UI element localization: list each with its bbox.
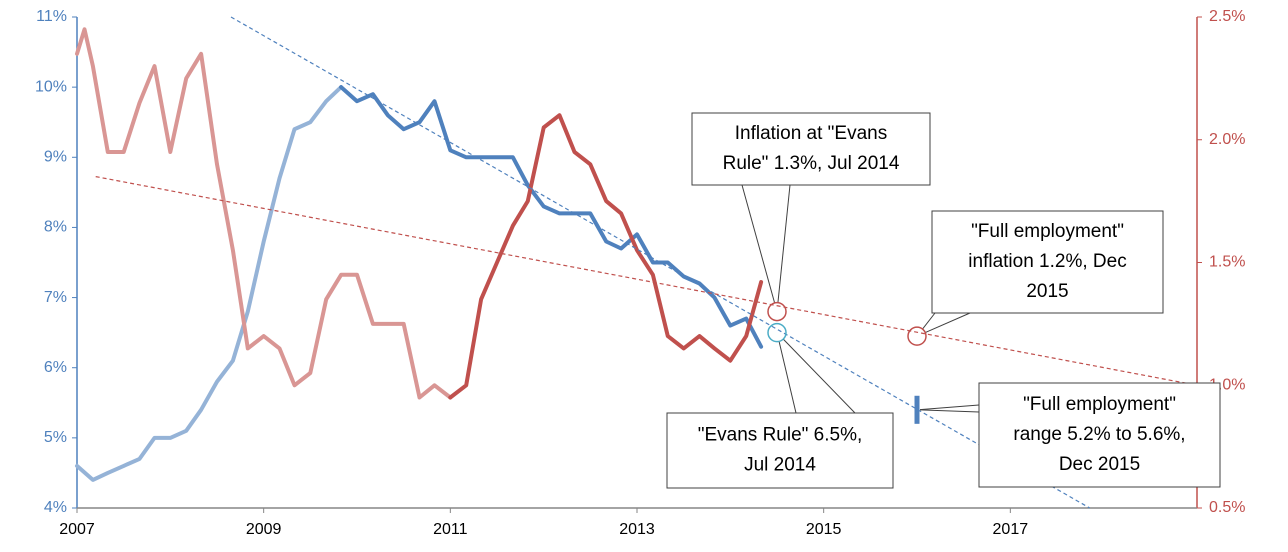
leader-line: [777, 184, 791, 303]
leader-line: [778, 341, 797, 414]
y2-tick-label: 2.5%: [1209, 8, 1245, 25]
callout-text: Inflation at "Evans: [735, 123, 888, 144]
x-tick-label: 2011: [433, 521, 468, 538]
leader-line: [922, 312, 936, 330]
leader-line: [919, 404, 980, 411]
y2-tick-label: 0.5%: [1209, 499, 1245, 516]
callout: Inflation at "Evans Rule" 1.3%, Jul 2014: [691, 112, 931, 304]
callout-text: "Full employment": [1023, 394, 1176, 415]
leader-line: [925, 312, 971, 334]
x-tick-label: 2007: [59, 521, 95, 538]
y2-tick-label: 1.5%: [1209, 254, 1245, 271]
series-line: [75, 85, 344, 482]
callout-text: inflation 1.2%, Dec: [968, 251, 1126, 272]
trend-line: [95, 176, 1198, 386]
x-tick-label: 2017: [993, 521, 1029, 538]
callout-text: Dec 2015: [1059, 454, 1140, 475]
series-line: [448, 113, 764, 400]
annotation-marker: [767, 322, 787, 343]
series-line: [339, 85, 764, 349]
y-tick-label: 4%: [44, 499, 67, 516]
callout: "Full employment" inflation 1.2%, Dec 2015: [922, 210, 1164, 334]
y-tick-label: 7%: [44, 289, 67, 306]
leader-line: [782, 338, 856, 414]
x-tick-label: 2009: [246, 521, 282, 538]
callout-text: Rule" 1.3%, Jul 2014: [723, 153, 900, 174]
callout-text: Jul 2014: [744, 455, 816, 476]
y-tick-label: 8%: [44, 219, 67, 236]
y2-tick-label: 2.0%: [1209, 131, 1245, 148]
callout-text: "Full employment": [971, 221, 1124, 242]
callout-box: [691, 112, 931, 186]
callout-box: [931, 210, 1164, 314]
y-tick-label: 9%: [44, 149, 67, 166]
y-tick-label: 11%: [36, 8, 67, 25]
leader-line: [741, 184, 776, 304]
callout-text: "Evans Rule" 6.5%,: [698, 425, 863, 446]
y-tick-label: 5%: [44, 429, 67, 446]
y-tick-label: 6%: [44, 359, 67, 376]
y-tick-label: 10%: [35, 78, 67, 95]
annotation-marker: [767, 301, 787, 322]
series-line: [75, 27, 453, 400]
callout-box: [978, 382, 1221, 488]
x-tick-label: 2015: [806, 521, 842, 538]
callout-text: 2015: [1026, 281, 1068, 302]
x-tick-label: 2013: [619, 521, 655, 538]
leader-line: [919, 409, 980, 413]
callout: "Evans Rule" 6.5%, Jul 2014: [666, 338, 894, 489]
callout: "Full employment" range 5.2% to 5.6%, Dec …: [919, 382, 1221, 488]
trend-line: [230, 16, 1090, 509]
callout-text: range 5.2% to 5.6%,: [1013, 424, 1185, 445]
callout-box: [666, 412, 894, 489]
annotation-marker: [907, 326, 927, 346]
